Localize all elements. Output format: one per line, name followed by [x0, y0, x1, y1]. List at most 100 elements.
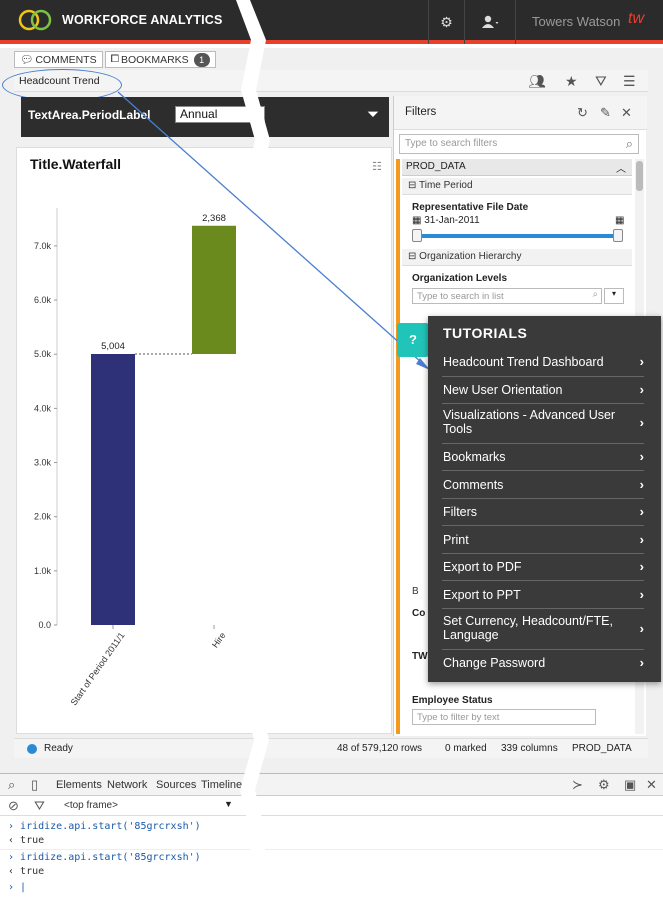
rep-file-date-value: ▦ 31-Jan-2011 — [412, 215, 480, 226]
tutorial-item-label: Bookmarks — [443, 450, 506, 464]
dataset-section[interactable]: PROD_DATA ︿ — [402, 159, 632, 176]
calendar-icon[interactable]: ▦ — [615, 215, 625, 226]
tutorial-item[interactable]: Visualizations - Advanced User Tools › — [442, 404, 644, 444]
chart-bar — [192, 225, 236, 355]
data-label: 5,004 — [101, 341, 125, 352]
app-header: WORKFORCE ANALYTICS ⚙ Towers Watson tw — [0, 0, 663, 44]
tab-bookmarks[interactable]: ⧠ BOOKMARKS 1 — [104, 51, 216, 68]
filters-title: Filters — [405, 106, 437, 118]
tab-network[interactable]: Network — [107, 779, 148, 791]
tutorial-item[interactable]: Comments › — [442, 472, 644, 499]
tutorial-item-label: Visualizations - Advanced User Tools — [443, 408, 616, 436]
filter-icon[interactable]: ⏷ — [366, 106, 379, 123]
period-control-bar: TextArea.PeriodLabel Annual ▼ ⏷ — [21, 97, 389, 137]
user-menu-button[interactable] — [464, 0, 516, 44]
cut-section: B — [412, 586, 419, 597]
tutorial-item-label: Set Currency, Headcount/FTE, Language — [443, 614, 613, 642]
time-period-group[interactable]: ⊟ Time Period — [402, 178, 632, 195]
status-rows: 48 of 579,120 rows — [337, 743, 423, 754]
drawer-icon[interactable]: ≻ — [572, 777, 583, 792]
settings-button[interactable]: ⚙ — [428, 0, 464, 44]
pin-icon[interactable]: ✎ — [600, 105, 611, 120]
bookmark-count-badge: 1 — [193, 52, 210, 67]
tab-elements[interactable]: Elements — [56, 779, 102, 791]
search-icon: ⌕ — [625, 136, 633, 151]
org-hierarchy-group[interactable]: ⊟ Organization Hierarchy — [402, 249, 632, 266]
tab-comments-label: COMMENTS — [35, 53, 97, 66]
menu-icon[interactable]: ☰ — [623, 73, 636, 89]
tab-sources[interactable]: Sources — [156, 779, 197, 791]
console-output-text: true — [20, 866, 45, 877]
clear-icon[interactable]: ⊘ — [8, 798, 19, 813]
chevron-right-icon: › — [639, 415, 644, 430]
slider-handle-start[interactable] — [412, 229, 422, 242]
tutorial-item-label: New User Orientation — [443, 383, 563, 397]
tutorial-item[interactable]: Export to PPT › — [442, 582, 644, 609]
chart-bar — [91, 354, 135, 625]
tutorial-item-label: Change Password — [443, 656, 546, 670]
collapse-icon: ⊟ — [408, 180, 417, 191]
tab-timeline[interactable]: Timeline — [201, 779, 243, 791]
close-icon[interactable]: ✕ — [646, 777, 657, 792]
device-icon[interactable]: ▯ — [31, 777, 39, 792]
filter-search-input[interactable]: Type to search filters ⌕ — [399, 134, 639, 154]
filter-icon[interactable]: ⛛ — [34, 798, 45, 813]
gear-icon[interactable]: ⚙ — [598, 777, 610, 792]
reset-icon[interactable]: ↻ — [577, 105, 588, 120]
dataset-label: PROD_DATA — [406, 161, 466, 172]
tutorials-title: TUTORIALS — [443, 325, 528, 341]
tutorial-item[interactable]: New User Orientation › — [442, 377, 644, 404]
tutorial-item[interactable]: Filters › — [442, 499, 644, 526]
tutorials-menu: TUTORIALS Headcount Trend Dashboard › New … — [428, 316, 661, 682]
devtools-panel: ⌕ ▯ Elements Network Sources Timeline ≻ … — [0, 773, 663, 902]
filters-scroll-thumb[interactable] — [636, 161, 643, 191]
tutorial-item[interactable]: Change Password › — [442, 650, 644, 677]
tutorial-item-label: Filters — [443, 505, 478, 519]
y-tick-label: 3.0k — [34, 458, 52, 468]
bookmark-add-icon[interactable]: ★ — [565, 73, 578, 89]
tutorial-item[interactable]: Print › — [442, 527, 644, 554]
dock-icon[interactable]: ▣ — [624, 777, 637, 792]
frame-select[interactable]: <top frame> — [64, 800, 118, 811]
console-divider — [0, 849, 663, 850]
tutorial-item-label: Export to PDF — [443, 560, 522, 574]
chart-menu-icon[interactable]: ☷ — [372, 161, 382, 173]
slider-handle-end[interactable] — [613, 229, 623, 242]
gear-icon: ⚙ — [440, 13, 453, 30]
status-state: Ready — [44, 743, 73, 754]
console-toolbar: ⊘ ⛛ <top frame> ▼ — [0, 796, 663, 816]
inspect-icon[interactable]: ⌕ — [8, 777, 16, 792]
status-columns: 339 columns — [501, 743, 558, 754]
filter-accent-rail — [396, 159, 400, 734]
app-title: WORKFORCE ANALYTICS — [62, 13, 223, 27]
console-output-line: ‹ true — [8, 835, 45, 846]
options-dropdown[interactable]: ▾ — [604, 288, 624, 304]
tutorial-item[interactable]: Export to PDF › — [442, 554, 644, 581]
employee-status-input[interactable]: Type to filter by text — [412, 709, 596, 725]
tutorial-item[interactable]: Bookmarks › — [442, 444, 644, 471]
period-select-value: Annual — [180, 107, 218, 121]
org-search-input[interactable]: Type to search in list ⌕ — [412, 288, 602, 304]
console-prompt[interactable]: › | — [8, 882, 27, 893]
tutorial-item-label: Print — [443, 533, 469, 547]
people-icon[interactable]: 👥︎ — [528, 73, 546, 89]
tutorial-item[interactable]: Headcount Trend Dashboard › — [442, 349, 644, 377]
y-tick-label: 5.0k — [34, 349, 52, 359]
console-input-text: iridize.api.start('85grcrxsh') — [20, 852, 201, 863]
rep-file-date-text: 31-Jan-2011 — [424, 215, 480, 226]
y-tick-label: 4.0k — [34, 403, 52, 413]
data-label: 2,368 — [202, 213, 226, 224]
help-badge[interactable]: ? — [397, 323, 429, 357]
close-icon[interactable]: ✕ — [621, 105, 632, 120]
status-marked: 0 marked — [445, 743, 487, 754]
chevron-right-icon: › — [639, 476, 644, 492]
date-range-slider[interactable] — [416, 234, 620, 238]
console-input-text: iridize.api.start('85grcrxsh') — [20, 821, 201, 832]
tab-comments[interactable]: 💬︎ COMMENTS — [14, 51, 103, 68]
filter-icon[interactable]: ⛛ — [595, 73, 607, 89]
y-tick-label: 7.0k — [34, 241, 52, 251]
chevron-right-icon: › — [639, 381, 644, 397]
tutorial-item[interactable]: Set Currency, Headcount/FTE, Language › — [442, 610, 644, 650]
search-icon: ⌕ — [592, 289, 598, 300]
